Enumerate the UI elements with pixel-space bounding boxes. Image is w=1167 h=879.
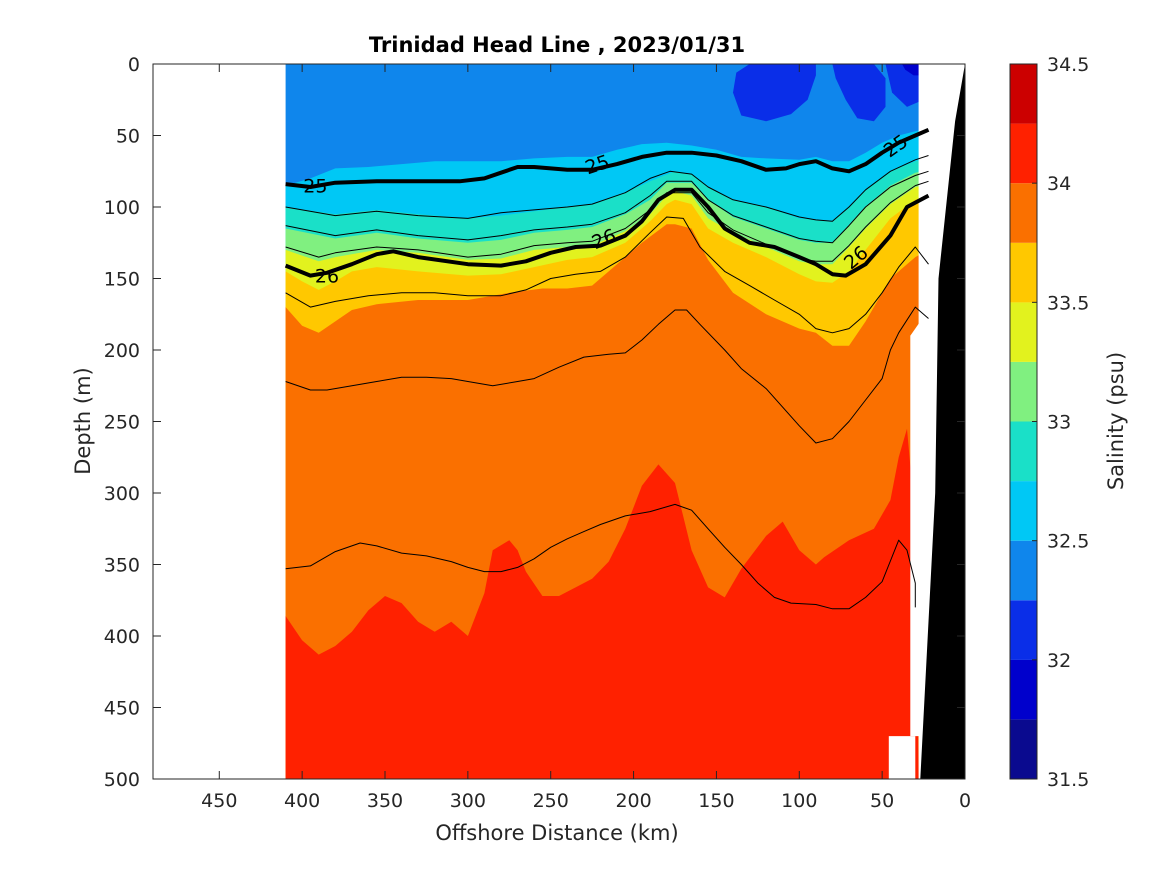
x-tick-label: 50 [870,790,894,812]
contour-label: 26 [315,266,339,288]
isopycnal-25 [285,127,930,189]
y-tick-label: 500 [104,769,140,791]
colorbar-tick-label: 31.5 [1047,769,1089,791]
contour-label-group: 25 [303,176,327,198]
y-tick-label: 450 [104,698,140,720]
colorbar-swatch [1010,242,1037,303]
x-tick-label: 450 [201,790,237,812]
chart-title: Trinidad Head Line , 2023/01/31 [369,33,745,57]
colorbar-swatch [1010,361,1037,422]
isopycnal-26 [284,187,930,278]
colorbar: 31.5 32 32.5 33 33.5 34 34.5 [1009,54,1089,791]
x-tick-label: 300 [450,790,486,812]
y-tick-label: 350 [104,555,140,577]
colorbar-swatch [1010,64,1037,124]
y-tick-label: 200 [104,340,140,362]
isopycnal-thin [285,155,929,222]
contour-label: 25 [303,176,327,198]
coastal-strip [910,321,921,737]
y-tick-label: 300 [104,483,140,505]
colorbar-tick-label: 34.5 [1047,54,1089,76]
colorbar-tick-label: 32.5 [1047,531,1089,553]
colorbar-swatch [1010,421,1037,482]
contour-label-group: 26 [315,266,339,288]
colorbar-swatch [1010,540,1037,601]
colorbar-swatch [1010,481,1037,541]
y-tick-label: 50 [116,126,140,148]
isopycnal-thin [285,503,916,610]
low-salinity-patch [733,64,816,122]
colorbar-tick-label: 34 [1047,173,1071,195]
salinity-fills [285,64,965,779]
salinity-region-34 [285,428,919,779]
x-tick-label: 200 [615,790,651,812]
y-axis-label: Depth (m) [71,367,95,474]
low-salinity-patch [832,64,886,122]
colorbar-tick-label: 33.5 [1047,292,1089,314]
colorbar-tick-label: 32 [1047,650,1071,672]
colorbar-swatch [1010,600,1037,660]
isopycnal-thin [285,180,929,262]
x-tick-label: 400 [284,790,320,812]
colorbar-swatch [1010,719,1037,779]
low-salinity-patch [902,64,922,76]
isopycnal-thin [285,216,929,334]
y-tick-label: 150 [104,269,140,291]
y-tick-label: 0 [128,54,140,76]
coastal-notch [888,736,916,779]
land-mask [920,64,965,779]
y-tick-label: 400 [104,626,140,648]
x-tick-label: 250 [533,790,569,812]
colorbar-swatch [1010,659,1037,720]
colorbar-swatch [1010,183,1037,243]
x-tick-label: 0 [959,790,971,812]
y-tick-label: 250 [104,412,140,434]
isopycnal-thin [285,170,929,244]
x-axis-label: Offshore Distance (km) [435,821,678,845]
x-tick-label: 150 [698,790,734,812]
colorbar-tick-label: 33 [1047,412,1071,434]
colorbar-swatch [1010,123,1037,184]
density-contours [284,127,930,610]
isopycnal-thin [285,306,929,444]
x-tick-label: 350 [367,790,403,812]
axes: 450 400 350 300 250 200 150 100 50 00501001502002… [104,54,971,812]
y-tick-label: 100 [104,197,140,219]
colorbar-swatch [1010,302,1037,362]
x-tick-label: 100 [781,790,817,812]
colorbar-label: Salinity (psu) [1104,352,1128,490]
